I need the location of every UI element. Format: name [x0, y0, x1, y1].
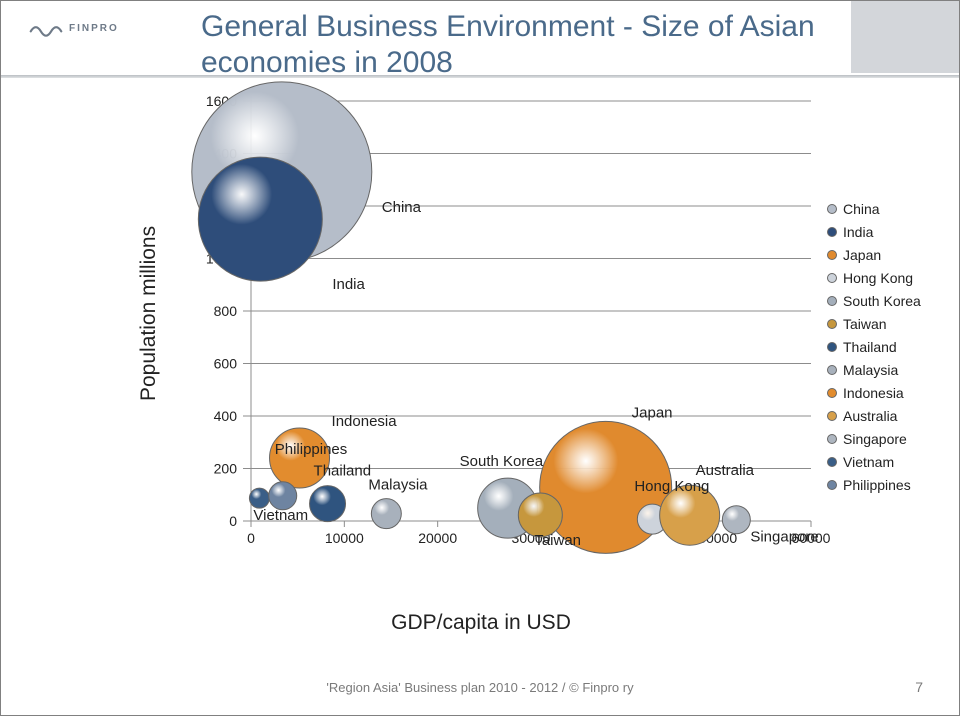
bubble-philippines — [269, 482, 297, 510]
bubble-label-indonesia: Indonesia — [332, 413, 398, 430]
bubble-label-india: India — [332, 276, 365, 293]
bubble-label-singapore: Singapore — [750, 529, 818, 546]
legend-item: Singapore — [827, 431, 921, 447]
legend-item: Thailand — [827, 339, 921, 355]
header: FINPRO General Business Environment - Si… — [1, 1, 959, 81]
legend-label: Australia — [843, 408, 897, 424]
legend-item: Australia — [827, 408, 921, 424]
legend-label: Vietnam — [843, 454, 894, 470]
bubble-chart: 0200400600800100012001400160001000020000… — [191, 91, 811, 571]
slide: FINPRO General Business Environment - Si… — [0, 0, 960, 716]
legend-label: Taiwan — [843, 316, 887, 332]
bubble-label-taiwan: Taiwan — [534, 532, 581, 549]
svg-text:800: 800 — [214, 303, 238, 319]
legend-dot-icon — [827, 342, 837, 352]
bubble-taiwan — [518, 493, 562, 537]
brand-text: FINPRO — [69, 23, 119, 34]
legend-dot-icon — [827, 388, 837, 398]
x-axis-title: GDP/capita in USD — [1, 611, 960, 635]
legend-item: India — [827, 224, 921, 240]
legend-item: Indonesia — [827, 385, 921, 401]
legend-dot-icon — [827, 273, 837, 283]
legend-dot-icon — [827, 296, 837, 306]
svg-text:0: 0 — [229, 513, 237, 529]
bubble-label-south-korea: South Korea — [460, 453, 544, 470]
legend-label: Hong Kong — [843, 270, 913, 286]
brand-logo: FINPRO — [29, 19, 119, 37]
legend-dot-icon — [827, 480, 837, 490]
legend-item: Japan — [827, 247, 921, 263]
bubble-label-japan: Japan — [632, 404, 673, 421]
header-accent-box — [849, 1, 959, 75]
bubble-label-australia: Australia — [696, 462, 755, 479]
bubble-label-vietnam: Vietnam — [253, 507, 308, 524]
bubble-vietnam — [249, 488, 269, 508]
legend-label: Japan — [843, 247, 881, 263]
bubble-singapore — [722, 506, 750, 534]
legend-label: Singapore — [843, 431, 907, 447]
legend-label: India — [843, 224, 873, 240]
svg-text:600: 600 — [214, 356, 238, 372]
legend-label: Indonesia — [843, 385, 904, 401]
bubble-label-malaysia: Malaysia — [368, 477, 428, 494]
legend-dot-icon — [827, 411, 837, 421]
y-axis-title: Population millions — [137, 226, 161, 401]
legend-dot-icon — [827, 319, 837, 329]
legend-label: Thailand — [843, 339, 897, 355]
legend-item: Hong Kong — [827, 270, 921, 286]
svg-text:200: 200 — [214, 461, 238, 477]
header-rule — [1, 75, 959, 78]
legend-item: Taiwan — [827, 316, 921, 332]
legend-label: Philippines — [843, 477, 911, 493]
svg-text:10000: 10000 — [325, 530, 364, 546]
bubble-label-philippines: Philippines — [275, 441, 348, 458]
bubble-label-thailand: Thailand — [314, 463, 372, 480]
legend-dot-icon — [827, 434, 837, 444]
legend-label: Malaysia — [843, 362, 898, 378]
chart-legend: China India Japan Hong Kong South Korea Taiwa… — [827, 201, 921, 500]
svg-text:0: 0 — [247, 530, 255, 546]
bubble-label-hong-kong: Hong Kong — [634, 478, 709, 495]
legend-dot-icon — [827, 250, 837, 260]
legend-label: China — [843, 201, 880, 217]
legend-label: South Korea — [843, 293, 921, 309]
legend-item: Malaysia — [827, 362, 921, 378]
slide-title: General Business Environment - Size of A… — [201, 9, 841, 81]
page-number: 7 — [915, 679, 923, 695]
footer-text: 'Region Asia' Business plan 2010 - 2012 … — [1, 680, 959, 695]
svg-text:400: 400 — [214, 408, 238, 424]
bubble-thailand — [310, 486, 346, 522]
wave-icon — [29, 19, 63, 37]
legend-dot-icon — [827, 457, 837, 467]
legend-dot-icon — [827, 227, 837, 237]
legend-item: South Korea — [827, 293, 921, 309]
bubble-india — [198, 157, 322, 281]
svg-text:20000: 20000 — [418, 530, 457, 546]
chart-svg: 0200400600800100012001400160001000020000… — [191, 91, 811, 571]
bubble-malaysia — [371, 499, 401, 529]
legend-dot-icon — [827, 365, 837, 375]
bubble-label-china: China — [382, 199, 422, 216]
legend-item: Philippines — [827, 477, 921, 493]
legend-item: Vietnam — [827, 454, 921, 470]
legend-dot-icon — [827, 204, 837, 214]
legend-item: China — [827, 201, 921, 217]
